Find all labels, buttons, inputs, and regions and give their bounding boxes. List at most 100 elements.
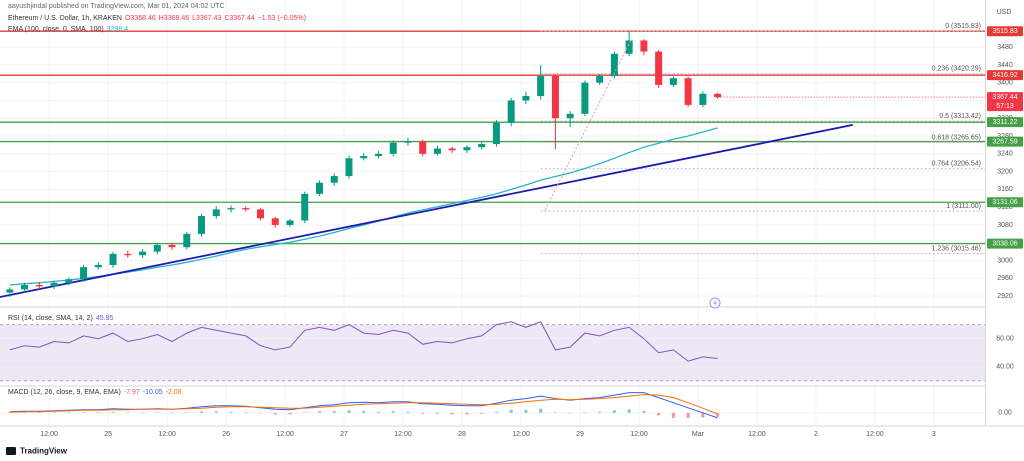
histogram-bar xyxy=(671,412,675,418)
histogram-bar xyxy=(627,409,631,413)
x-tick-label: 12:00 xyxy=(866,431,884,438)
macd-line xyxy=(9,394,718,415)
candle-body xyxy=(478,144,486,148)
histogram-bar xyxy=(214,411,218,413)
histogram-bar xyxy=(303,412,307,413)
price-badge-label: 3267.59 xyxy=(992,138,1017,145)
price-badge-label: 3038.06 xyxy=(992,240,1017,247)
histogram-bar xyxy=(259,412,263,414)
histogram-bar xyxy=(657,412,661,416)
y-tick-label: 2920 xyxy=(997,293,1013,300)
histogram-bar xyxy=(701,412,705,418)
ohlc: L3367.43 xyxy=(192,15,222,22)
x-tick-label: 12:00 xyxy=(394,431,412,438)
price-badge xyxy=(987,197,1023,208)
histogram-bar xyxy=(273,412,277,415)
candle-body xyxy=(669,78,677,85)
candle-body xyxy=(271,218,279,225)
price-badge xyxy=(987,70,1023,81)
candle-body xyxy=(301,193,309,221)
price-badge xyxy=(987,26,1023,37)
candle-body xyxy=(6,289,14,293)
histogram-bar xyxy=(391,411,395,413)
candle-body xyxy=(655,51,663,85)
histogram-bar xyxy=(716,412,720,417)
candle-body xyxy=(374,153,382,157)
y-tick-label: 3200 xyxy=(997,168,1013,175)
histogram-bar xyxy=(465,412,469,415)
histogram-bar xyxy=(598,411,602,413)
y-tick-label: 3280 xyxy=(997,133,1013,140)
candle-body xyxy=(139,251,147,256)
candle-body xyxy=(640,40,648,52)
histogram-bar xyxy=(612,410,616,413)
price-badge xyxy=(987,117,1023,128)
histogram-bar xyxy=(23,412,27,413)
candle-body xyxy=(198,216,206,234)
x-tick-label: Mar xyxy=(692,431,705,438)
candle-body xyxy=(109,253,117,265)
histogram-bar xyxy=(37,412,41,413)
fib-trend xyxy=(544,37,633,211)
y-tick-label: 60.00 xyxy=(996,336,1014,343)
histogram-bar xyxy=(494,411,498,413)
fib-label: 1 (3111.00) xyxy=(946,203,981,210)
histogram-bar xyxy=(185,412,189,413)
fib-label: 0.236 (3420.29) xyxy=(932,66,981,73)
candle-body xyxy=(419,141,427,154)
histogram-bar xyxy=(450,412,454,415)
histogram-bar xyxy=(200,411,204,413)
histogram-bar xyxy=(362,410,366,413)
histogram-bar xyxy=(317,411,321,413)
histogram-bar xyxy=(288,412,292,415)
histogram-bar xyxy=(67,412,71,413)
ohlc: C3367.44 xyxy=(224,15,255,22)
histogram-bar xyxy=(170,412,174,414)
x-tick-label: 2 xyxy=(814,431,818,438)
candle-body xyxy=(492,122,500,145)
candle-body xyxy=(566,113,574,119)
x-tick-label: 26 xyxy=(222,431,230,438)
histogram-bar xyxy=(524,409,528,413)
x-tick-label: 12:00 xyxy=(276,431,294,438)
candle-body xyxy=(257,209,265,219)
candle-body xyxy=(610,53,618,77)
symbol-title: Ethereum / U.S. Dollar, 1h, KRAKEN xyxy=(8,15,122,22)
candle-body xyxy=(227,208,235,210)
candle-body xyxy=(463,147,471,151)
candle-body xyxy=(330,176,338,183)
publish-text: aayushjindal published on TradingView.co… xyxy=(8,3,225,10)
histogram-bar xyxy=(553,412,557,413)
histogram-bar xyxy=(229,411,233,413)
publish-line: aayushjindal published on TradingView.co… xyxy=(8,2,228,12)
ema-value: 3298.4 xyxy=(106,26,129,33)
histogram-bar xyxy=(435,412,439,414)
fib-label: 0.618 (3265.65) xyxy=(932,134,981,141)
histogram-bar xyxy=(376,411,380,413)
candle-body xyxy=(242,208,250,210)
candle-body xyxy=(699,93,707,105)
x-tick-label: 12:00 xyxy=(512,431,530,438)
rsi-title: RSI (14, close, SMA, 14, 2) xyxy=(8,315,93,322)
candle-body xyxy=(360,156,368,159)
candle-body xyxy=(522,96,530,101)
histogram-bar xyxy=(111,411,115,413)
symbol-line: Ethereum / U.S. Dollar, 1h, KRAKEN O3368.… xyxy=(8,14,309,24)
rsi-band xyxy=(0,324,985,381)
candle-body xyxy=(404,141,412,143)
fib-label: 1.236 (3015.46) xyxy=(932,246,981,253)
candle-body xyxy=(581,82,589,114)
histogram-bar xyxy=(421,412,425,414)
price-badge xyxy=(987,238,1023,249)
candle-body xyxy=(551,76,559,119)
candle-body xyxy=(448,148,456,151)
candle-body xyxy=(124,253,132,256)
candle-body xyxy=(507,100,515,123)
candle-body xyxy=(684,78,692,105)
candle-body xyxy=(212,209,220,217)
histogram-bar xyxy=(96,412,100,413)
candle-body xyxy=(286,220,294,225)
candle-body xyxy=(80,267,88,280)
